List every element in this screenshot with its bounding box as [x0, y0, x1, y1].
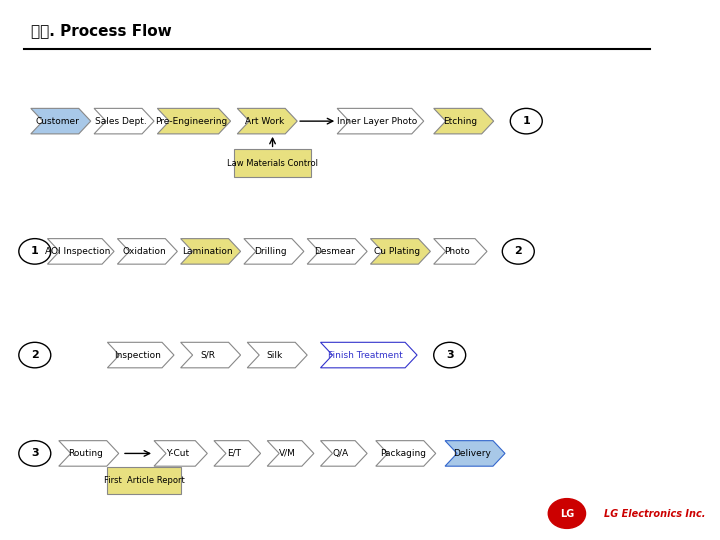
Polygon shape	[371, 239, 431, 264]
Text: Packaging: Packaging	[379, 449, 426, 458]
Polygon shape	[117, 239, 177, 264]
Polygon shape	[154, 441, 207, 466]
Circle shape	[19, 342, 51, 368]
Text: Delivery: Delivery	[453, 449, 491, 458]
Polygon shape	[238, 109, 297, 134]
Text: 2: 2	[514, 246, 522, 256]
Text: S/R: S/R	[200, 350, 215, 360]
Text: Pre-Engineering: Pre-Engineering	[155, 117, 227, 126]
Text: Photo: Photo	[444, 247, 470, 256]
Text: Routing: Routing	[68, 449, 103, 458]
Polygon shape	[107, 342, 174, 368]
Text: AOI Inspection: AOI Inspection	[45, 247, 110, 256]
Text: Q/A: Q/A	[333, 449, 349, 458]
Polygon shape	[31, 109, 91, 134]
Text: Inner Layer Photo: Inner Layer Photo	[337, 117, 418, 126]
Text: Lamination: Lamination	[182, 247, 233, 256]
Polygon shape	[181, 239, 240, 264]
Circle shape	[510, 109, 542, 134]
Text: E/T: E/T	[228, 449, 241, 458]
Polygon shape	[214, 441, 261, 466]
Polygon shape	[320, 342, 417, 368]
Text: LG: LG	[559, 509, 574, 518]
Polygon shape	[445, 441, 505, 466]
Text: Finish Treatment: Finish Treatment	[328, 350, 403, 360]
Text: Art Work: Art Work	[245, 117, 284, 126]
Text: Oxidation: Oxidation	[122, 247, 166, 256]
Text: 쳊부. Process Flow: 쳊부. Process Flow	[31, 23, 171, 38]
Text: Cu Plating: Cu Plating	[374, 247, 420, 256]
Circle shape	[19, 239, 51, 264]
FancyBboxPatch shape	[107, 467, 181, 494]
Text: Etching: Etching	[444, 117, 478, 126]
Text: 1: 1	[523, 116, 530, 126]
FancyBboxPatch shape	[234, 150, 310, 177]
Circle shape	[19, 441, 51, 466]
Polygon shape	[433, 239, 487, 264]
Text: 1: 1	[31, 246, 39, 256]
Polygon shape	[337, 109, 424, 134]
Polygon shape	[59, 441, 119, 466]
Polygon shape	[181, 342, 240, 368]
Text: Silk: Silk	[266, 350, 282, 360]
Text: Law Materials Control: Law Materials Control	[227, 159, 318, 167]
Polygon shape	[48, 239, 114, 264]
Text: Desmear: Desmear	[314, 247, 354, 256]
Polygon shape	[158, 109, 230, 134]
Circle shape	[433, 342, 466, 368]
Circle shape	[548, 498, 585, 528]
Text: First  Article Report: First Article Report	[104, 476, 184, 485]
Text: 2: 2	[31, 350, 39, 360]
Polygon shape	[247, 342, 307, 368]
Polygon shape	[320, 441, 367, 466]
Polygon shape	[376, 441, 436, 466]
Polygon shape	[433, 109, 494, 134]
Text: Inspection: Inspection	[114, 350, 161, 360]
Polygon shape	[307, 239, 367, 264]
Circle shape	[503, 239, 534, 264]
Text: 3: 3	[446, 350, 454, 360]
Polygon shape	[244, 239, 304, 264]
Polygon shape	[267, 441, 314, 466]
Text: Sales Dept.: Sales Dept.	[95, 117, 147, 126]
Text: Drilling: Drilling	[255, 247, 287, 256]
Text: 3: 3	[31, 448, 39, 458]
Polygon shape	[94, 109, 154, 134]
Text: Y-Cut: Y-Cut	[166, 449, 189, 458]
Text: V/M: V/M	[279, 449, 296, 458]
Text: LG Electronics Inc.: LG Electronics Inc.	[603, 509, 705, 518]
Text: Customer: Customer	[36, 117, 80, 126]
